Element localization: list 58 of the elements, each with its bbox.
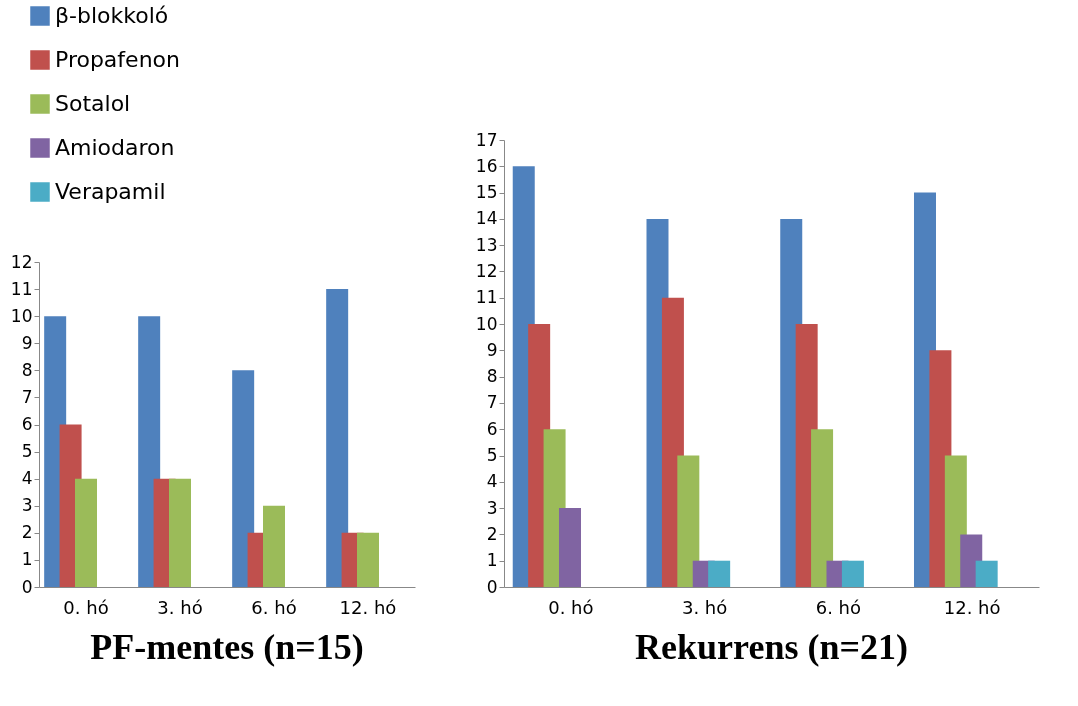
bar <box>326 289 349 587</box>
y-tick-label: 0 <box>486 576 498 597</box>
y-tick-label: 10 <box>10 305 33 326</box>
bar <box>357 532 379 587</box>
y-tick-label: 6 <box>21 414 33 434</box>
x-tick-label: 6. hó <box>815 596 862 618</box>
x-tick-label: 3. hó <box>157 596 203 618</box>
y-tick-label: 11 <box>10 278 33 299</box>
y-tick-label: 8 <box>486 366 498 387</box>
legend-label: Propafenon <box>55 47 180 72</box>
y-tick-label: 9 <box>486 339 498 360</box>
y-tick-label: 2 <box>486 523 498 544</box>
bar <box>232 370 255 587</box>
y-tick-label: 17 <box>475 129 498 150</box>
x-tick-label: 12. hó <box>943 596 1001 618</box>
text: Rekurrens (n=21) <box>635 627 908 667</box>
y-tick-label: 3 <box>486 497 498 518</box>
y-tick-label: 1 <box>21 549 33 570</box>
legend-label: Sotalol <box>55 91 131 116</box>
bar <box>75 478 97 587</box>
y-tick-label: 4 <box>486 471 498 492</box>
y-tick-label: 11 <box>475 287 498 308</box>
y-tick-label: 5 <box>486 445 498 466</box>
bar <box>169 478 191 587</box>
y-tick-label: 2 <box>21 522 33 543</box>
y-tick-label: 4 <box>21 468 33 489</box>
x-tick-label: 12. hó <box>339 596 397 618</box>
y-tick-label: 15 <box>475 182 498 203</box>
y-tick-label: 16 <box>475 155 498 176</box>
bar <box>975 560 998 587</box>
y-tick-label: 5 <box>21 441 33 462</box>
x-tick-label: 0. hó <box>548 596 594 618</box>
y-tick-label: 7 <box>486 392 498 413</box>
y-tick-label: 12 <box>475 260 498 281</box>
y-tick-label: 0 <box>21 576 33 597</box>
y-tick-label: 10 <box>475 313 498 334</box>
bar <box>677 455 700 587</box>
y-tick-label: 7 <box>21 386 33 407</box>
y-tick-label: 9 <box>21 332 33 353</box>
y-tick-label: 8 <box>21 359 33 380</box>
bar <box>558 508 581 587</box>
legend-label: β-blokkoló <box>55 3 169 28</box>
legend-label: Verapamil <box>55 179 166 204</box>
x-tick-label: 3. hó <box>681 596 728 618</box>
y-tick-label: 3 <box>21 495 33 516</box>
x-tick-label: 6. hó <box>251 596 297 618</box>
y-tick-label: 1 <box>486 550 498 571</box>
y-tick-label: 13 <box>475 234 498 255</box>
bar <box>841 560 864 587</box>
x-tick-label: 0. hó <box>63 596 109 618</box>
text: PF-mentes (n=15) <box>90 627 364 667</box>
bar <box>811 429 834 587</box>
legend-label: Amiodaron <box>55 135 175 160</box>
y-tick-label: 6 <box>486 418 498 439</box>
y-tick-label: 12 <box>10 251 33 272</box>
bar <box>708 560 731 587</box>
bar <box>263 505 285 587</box>
y-tick-label: 14 <box>475 208 498 229</box>
